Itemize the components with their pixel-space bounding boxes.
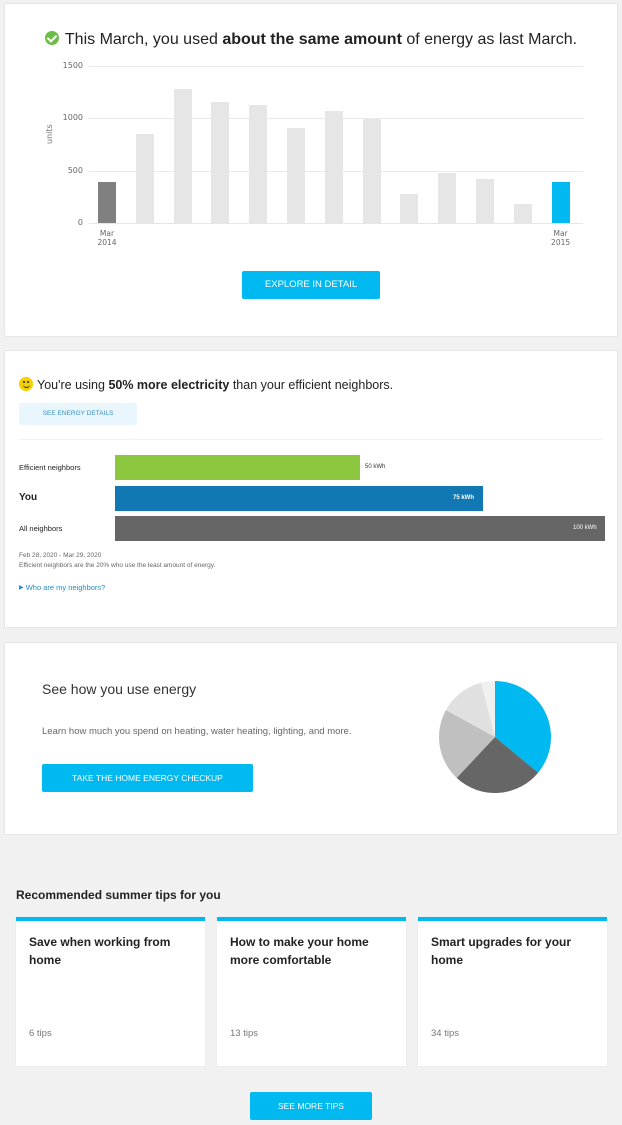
all-neighbors-label: All neighbors	[19, 524, 63, 533]
tips-section-title: Recommended summer tips for you	[16, 888, 221, 902]
neighbor-comparison-card: You're using 50% more electricity than y…	[4, 350, 618, 628]
checkup-title: See how you use energy	[42, 681, 197, 697]
monthly-usage-chart: 0 500 1000 1500 units Mar 2014 Mar 2015	[5, 4, 617, 264]
date-range: Feb 28, 2020 - Mar 29, 2020	[19, 552, 102, 559]
pie-slice	[495, 681, 551, 773]
efficient-neighbors-bar	[115, 455, 360, 480]
energy-breakdown-pie-chart	[439, 681, 551, 793]
efficient-neighbors-footnote: Efficient neighbors are the 20% who use …	[19, 562, 216, 569]
tip-card-title: Save when working from home	[29, 935, 171, 967]
bar-mar-2014[interactable]	[98, 181, 116, 223]
you-label: You	[19, 492, 38, 503]
home-energy-checkup-card: See how you use energy Learn how much yo…	[4, 642, 618, 835]
tip-card-smart-upgrades[interactable]: Smart upgrades for your home 34 tips	[418, 917, 607, 1066]
bar-nov-2014[interactable]	[400, 193, 419, 223]
bar-aug-2014[interactable]	[287, 128, 305, 223]
smiley-face-icon	[19, 377, 33, 391]
pie-slice	[439, 710, 495, 778]
you-bar	[115, 486, 483, 511]
efficient-neighbors-value: 50 kWh	[365, 464, 386, 470]
all-neighbors-value: 100 kWh	[573, 525, 597, 531]
explore-in-detail-button[interactable]: EXPLORE IN DETAIL	[242, 271, 380, 299]
efficient-neighbors-label: Efficient neighbors	[19, 463, 81, 472]
bar-mar-2015[interactable]	[551, 181, 570, 223]
gridline	[89, 66, 583, 67]
y-axis-tick: 1000	[62, 113, 83, 123]
x-axis-tick: Mar 2015	[551, 229, 571, 247]
tip-card-title: Smart upgrades for your home	[431, 935, 572, 967]
see-energy-details-button[interactable]: SEE ENERGY DETAILS	[19, 403, 137, 425]
bar-jul-2014[interactable]	[249, 105, 268, 223]
bar-dec-2014[interactable]	[438, 172, 457, 223]
checkup-description: Learn how much you spend on heating, wat…	[42, 726, 352, 737]
divider	[19, 439, 603, 440]
usage-headline: This March, you used about the same amou…	[5, 31, 617, 49]
usage-comparison-card: This March, you used about the same amou…	[4, 3, 618, 337]
x-axis-baseline	[89, 223, 583, 224]
tip-card-count: 6 tips	[29, 1028, 52, 1039]
tip-card-count: 34 tips	[431, 1028, 459, 1039]
y-axis-tick: 1500	[62, 61, 83, 70]
who-are-my-neighbors-link[interactable]: ▶ Who are my neighbors?	[19, 583, 106, 592]
neighbors-headline: You're using 50% more electricity than y…	[19, 377, 393, 392]
triangle-right-icon: ▶	[19, 585, 24, 591]
bar-sep-2014[interactable]	[324, 111, 343, 223]
bar-jun-2014[interactable]	[211, 102, 230, 223]
tip-card-title: How to make your home more comfortable	[230, 935, 369, 967]
check-circle-icon	[44, 31, 59, 45]
bar-apr-2014[interactable]	[135, 134, 154, 223]
tip-card-working-from-home[interactable]: Save when working from home 6 tips	[16, 917, 205, 1066]
bar-jan-2015[interactable]	[476, 179, 494, 223]
see-more-tips-button[interactable]: SEE MORE TIPS	[250, 1092, 372, 1120]
pie-slice	[456, 737, 539, 793]
x-axis-tick: Mar 2014	[97, 229, 117, 247]
bar-may-2014[interactable]	[173, 89, 192, 223]
y-axis-label: units	[45, 124, 54, 144]
tip-card-home-comfortable[interactable]: How to make your home more comfortable 1…	[217, 917, 406, 1066]
take-home-energy-checkup-button[interactable]: TAKE THE HOME ENERGY CHECKUP	[42, 764, 253, 792]
you-value: 75 kWh	[453, 495, 475, 501]
all-neighbors-bar	[115, 516, 605, 541]
pie-slice	[445, 682, 495, 737]
bar-feb-2015[interactable]	[513, 203, 532, 223]
tip-card-count: 13 tips	[230, 1028, 258, 1039]
pie-slice	[481, 681, 495, 737]
y-axis-tick: 500	[67, 165, 83, 175]
bar-oct-2014[interactable]	[362, 119, 381, 223]
y-axis-tick: 0	[77, 218, 83, 227]
